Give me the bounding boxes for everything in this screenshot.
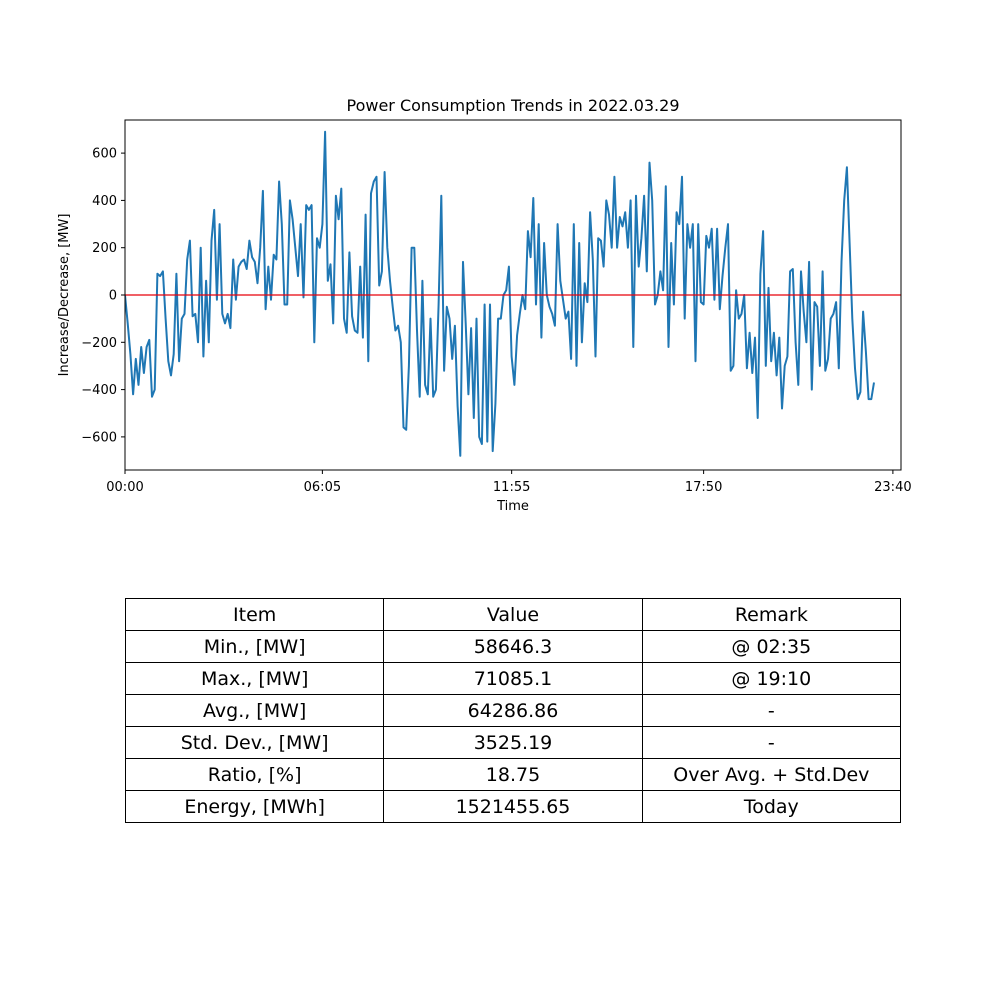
x-axis-label: Time (496, 499, 529, 514)
statistics-table: Item Value Remark Min., [MW] 58646.3 @ 0… (124, 598, 902, 823)
cell-remark: @ 19:10 (641, 662, 902, 695)
chart-title: Power Consumption Trends in 2022.03.29 (346, 96, 679, 115)
y-tick-label: −400 (81, 383, 117, 398)
x-tick-label: 00:00 (106, 480, 143, 495)
y-tick-label: −200 (81, 336, 117, 351)
cell-item: Std. Dev., [MW] (124, 726, 385, 759)
cell-item: Avg., [MW] (124, 694, 385, 727)
cell-value: 58646.3 (383, 630, 643, 663)
y-tick-label: 400 (92, 194, 117, 209)
header-item: Item (124, 598, 385, 631)
table-row-ratio: Ratio, [%] 18.75 Over Avg. + Std.Dev (124, 758, 902, 791)
cell-remark: Today (641, 790, 902, 823)
cell-remark: Over Avg. + Std.Dev (641, 758, 902, 791)
y-tick-label: 0 (109, 289, 117, 304)
cell-remark: - (641, 694, 902, 727)
cell-item: Ratio, [%] (124, 758, 385, 791)
cell-value: 71085.1 (383, 662, 643, 695)
x-tick-label: 23:40 (874, 480, 911, 495)
y-tick-label: 600 (92, 147, 117, 162)
table-header-row: Item Value Remark (124, 598, 902, 631)
cell-value: 1521455.65 (383, 790, 643, 823)
cell-value: 3525.19 (383, 726, 643, 759)
y-tick-label: −600 (81, 430, 117, 445)
plot-frame (124, 119, 902, 471)
consumption-series-line (125, 130, 875, 457)
y-axis-label: Increase/Decrease, [MW] (57, 214, 72, 377)
table-row-max: Max., [MW] 71085.1 @ 19:10 (124, 662, 902, 695)
x-axis: 00:00 06:05 11:55 17:50 23:40 (106, 470, 912, 495)
y-axis: −600 −400 −200 0 200 400 600 (81, 147, 125, 445)
table-row-stddev: Std. Dev., [MW] 3525.19 - (124, 726, 902, 759)
cell-item: Min., [MW] (124, 630, 385, 663)
header-remark: Remark (641, 598, 902, 631)
cell-value: 18.75 (383, 758, 643, 791)
cell-item: Max., [MW] (124, 662, 385, 695)
chart: Power Consumption Trends in 2022.03.29 −… (57, 96, 912, 514)
table-row-min: Min., [MW] 58646.3 @ 02:35 (124, 630, 902, 663)
x-tick-label: 06:05 (304, 480, 341, 495)
table-row-energy: Energy, [MWh] 1521455.65 Today (124, 790, 902, 823)
cell-item: Energy, [MWh] (124, 790, 385, 823)
table-row-avg: Avg., [MW] 64286.86 - (124, 694, 902, 727)
cell-remark: @ 02:35 (641, 630, 902, 663)
cell-value: 64286.86 (383, 694, 643, 727)
y-tick-label: 200 (92, 241, 117, 256)
cell-remark: - (641, 726, 902, 759)
x-tick-label: 11:55 (493, 480, 530, 495)
x-tick-label: 17:50 (685, 480, 722, 495)
header-value: Value (383, 598, 643, 631)
